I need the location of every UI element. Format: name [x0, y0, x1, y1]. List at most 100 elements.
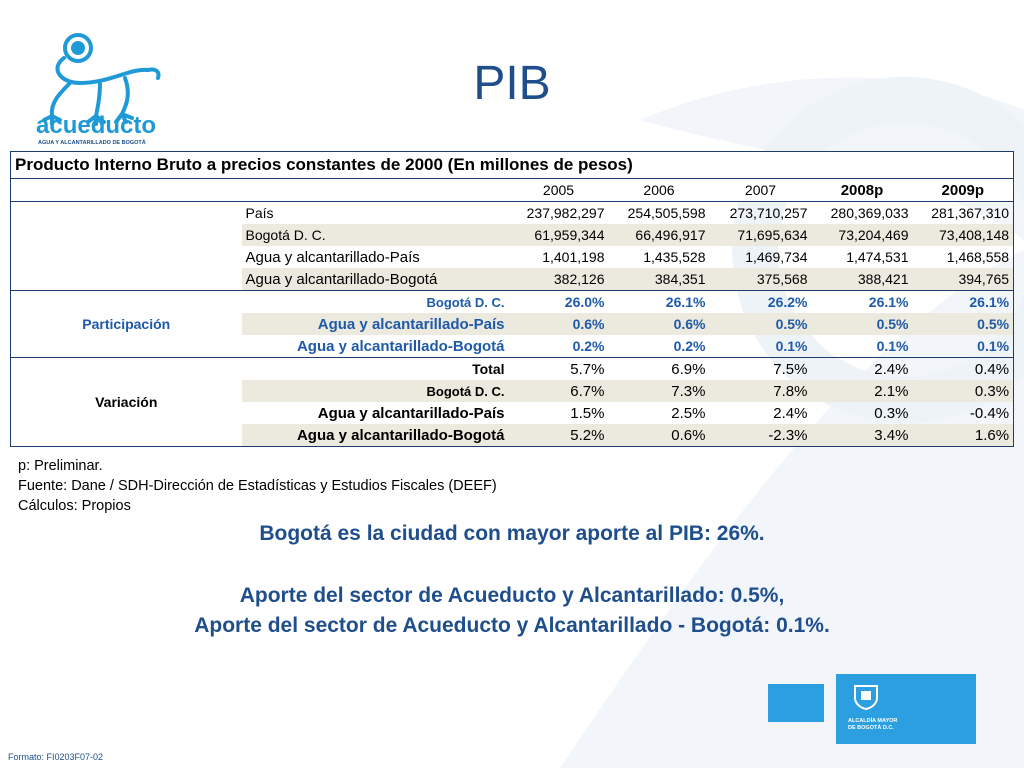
badge-line: ALCALDÍA MAYOR	[848, 718, 898, 724]
row-label: Agua y alcantarillado-País	[241, 313, 509, 335]
table-cell: 382,126	[508, 268, 609, 291]
table-row: Variación Total 5.7% 6.9% 7.5% 2.4% 0.4%	[10, 357, 1015, 447]
row-label: Bogotá D. C.	[241, 380, 509, 402]
table-cell: 6.9%	[671, 360, 706, 378]
table-row: Agua y alcantarillado-Bogotá 0.2% 0.2% 0…	[11, 335, 1015, 358]
frog-logo-icon	[42, 33, 161, 126]
table-cell: 0.5%	[709, 313, 812, 335]
decorative-block	[768, 684, 824, 722]
table-cell: 3.4%	[811, 424, 913, 447]
row-label: Bogotá D. C.	[426, 294, 505, 310]
table-cell: 73,204,469	[811, 224, 913, 246]
table-row: Bogotá D. C. 6.7% 7.3% 7.8% 2.1% 0.3%	[11, 380, 1015, 402]
table-cell: 394,765	[912, 268, 1015, 291]
table-cell: 0.1%	[912, 335, 1015, 358]
table-cell: 2.5%	[671, 404, 706, 422]
table-cell: 0.2%	[508, 335, 609, 358]
table-cell: 254,505,598	[627, 205, 706, 221]
table-row: Agua y alcantarillado-Bogotá 5.2% 0.6% -…	[11, 424, 1015, 447]
table-cell: 384,351	[608, 268, 710, 291]
table-row: País 237,982,297 254,505,598 273,710,257…	[10, 201, 1015, 291]
table-cell: 1.5%	[570, 404, 605, 422]
table-cell: 1,469,734	[745, 249, 808, 265]
table-cell: 7.8%	[709, 380, 812, 402]
table-cell: 0.6%	[608, 313, 710, 335]
row-label: Agua y alcantarillado-Bogotá	[241, 268, 509, 291]
table-cell: 1,401,198	[542, 249, 605, 265]
table-cell: 280,369,033	[830, 205, 909, 221]
table-cell: 0.4%	[912, 357, 1015, 380]
year-header: 2005	[508, 178, 609, 202]
year-header: 2007	[709, 178, 812, 202]
brand-name: acueducto	[36, 112, 157, 139]
table-header-row: 2005 2006 2007 2008p 2009p	[10, 178, 1015, 202]
table-title-row: Producto Interno Bruto a precios constan…	[9, 151, 1015, 179]
table-cell: 7.3%	[608, 380, 710, 402]
table-cell: 1,468,558	[912, 246, 1015, 268]
pib-table: Producto Interno Bruto a precios constan…	[9, 151, 1015, 447]
table-row: Agua y alcantarillado-País 1.5% 2.5% 2.4…	[11, 402, 1015, 424]
table-cell: 26.2%	[767, 294, 808, 310]
section-label-variacion: Variación	[10, 357, 242, 447]
table-cell: 0.2%	[608, 335, 710, 358]
note-line: Cálculos: Propios	[18, 498, 131, 514]
table-cell: 6.7%	[508, 380, 609, 402]
table-cell: 375,568	[709, 268, 812, 291]
table-cell: 273,710,257	[729, 205, 808, 221]
table-cell: 61,959,344	[508, 224, 609, 246]
coat-of-arms-icon	[854, 685, 878, 710]
table-row: Agua y alcantarillado-País 1,401,198 1,4…	[11, 246, 1015, 268]
table-cell: 26.1%	[665, 294, 706, 310]
row-label: País	[245, 205, 274, 221]
table-cell: 7.5%	[773, 360, 808, 378]
table-cell: 237,982,297	[526, 205, 605, 221]
table-cell: 1,435,528	[643, 249, 706, 265]
row-label: Total	[472, 361, 505, 377]
table-title: Producto Interno Bruto a precios constan…	[9, 151, 1015, 179]
table-cell: -2.3%	[709, 424, 812, 447]
table-row: Participación Bogotá D. C. 26.0% 26.1% 2…	[10, 290, 1015, 358]
page-title: PIB	[473, 57, 551, 110]
table-cell: 2.4%	[773, 404, 808, 422]
table-cell: 26.1%	[868, 294, 909, 310]
table-cell: 26.1%	[912, 290, 1015, 313]
table-row: Bogotá D. C. 61,959,344 66,496,917 71,69…	[11, 224, 1015, 246]
table-cell: 5.2%	[508, 424, 609, 447]
table-cell: 0.6%	[608, 424, 710, 447]
footer-format-code: Formato: FI0203F07-02	[8, 752, 104, 762]
table-cell: 0.1%	[709, 335, 812, 358]
table-cell: 73,408,148	[912, 224, 1015, 246]
table-notes: p: Preliminar. Fuente: Dane / SDH-Direcc…	[18, 456, 497, 516]
note-line: Fuente: Dane / SDH-Dirección de Estadíst…	[18, 478, 497, 494]
year-header: 2008p	[811, 178, 913, 202]
brand-subtitle: AGUA Y ALCANTARILLADO DE BOGOTÁ	[38, 140, 146, 146]
table-cell: 5.7%	[570, 360, 605, 378]
row-label: Bogotá D. C.	[241, 224, 509, 246]
table-cell: 0.6%	[508, 313, 609, 335]
table-cell: 1.6%	[912, 424, 1015, 447]
table-cell: 388,421	[811, 268, 913, 291]
table-cell: 1,474,531	[846, 249, 909, 265]
table-cell: 281,367,310	[912, 201, 1015, 224]
key-message: Bogotá es la ciudad con mayor aporte al …	[259, 522, 765, 545]
row-label: Agua y alcantarillado-País	[245, 248, 420, 266]
table-cell: -0.4%	[912, 402, 1015, 424]
table-row: Agua y alcantarillado-País 0.6% 0.6% 0.5…	[11, 313, 1015, 335]
table-cell: 0.5%	[811, 313, 913, 335]
year-header: 2006	[608, 178, 710, 202]
table-cell: 66,496,917	[608, 224, 710, 246]
table-row: Agua y alcantarillado-Bogotá 382,126 384…	[11, 268, 1015, 291]
row-label: Agua y alcantarillado-País	[317, 404, 505, 422]
table-cell: 0.3%	[874, 404, 909, 422]
section-label-participacion: Participación	[10, 290, 242, 358]
table-cell: 0.3%	[912, 380, 1015, 402]
row-label: Agua y alcantarillado-Bogotá	[241, 424, 509, 447]
table-cell: 26.0%	[564, 294, 605, 310]
row-label: Agua y alcantarillado-Bogotá	[241, 335, 509, 358]
table-cell: 0.1%	[811, 335, 913, 358]
key-message: Aporte del sector de Acueducto y Alcanta…	[239, 584, 785, 607]
year-header: 2009p	[912, 178, 1015, 202]
table-cell: 2.1%	[811, 380, 913, 402]
key-message: Aporte del sector de Acueducto y Alcanta…	[194, 614, 830, 637]
badge-line: DE BOGOTÁ D.C.	[848, 725, 894, 731]
